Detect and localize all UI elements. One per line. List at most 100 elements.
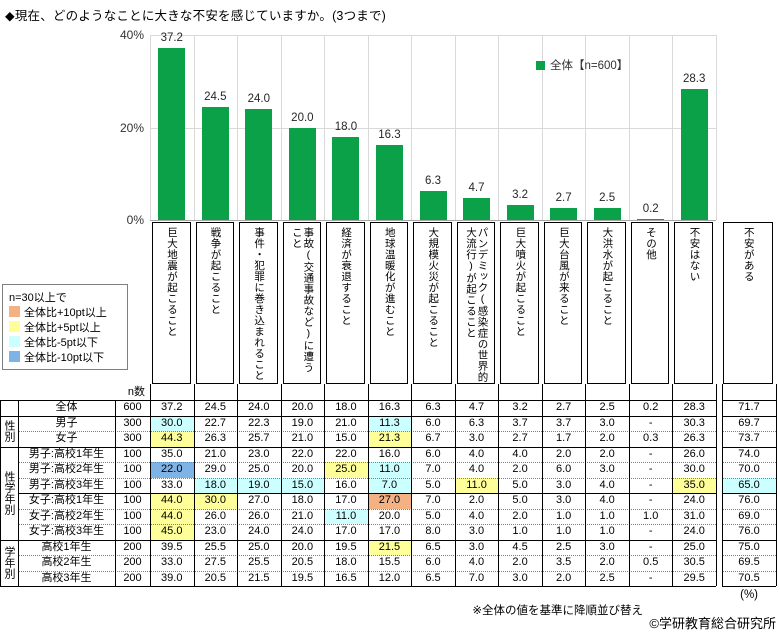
data-cell: 35.0 bbox=[672, 477, 716, 493]
table-vline bbox=[585, 384, 587, 586]
data-cell: 22.0 bbox=[291, 447, 314, 460]
data-cell: 21.0 bbox=[204, 447, 226, 460]
row-separator-line bbox=[0, 586, 716, 587]
row-separator-line bbox=[722, 586, 776, 587]
data-cell: 69.0 bbox=[738, 509, 760, 522]
data-cell: 16.0 bbox=[378, 447, 401, 460]
data-cell: 6.0 bbox=[425, 416, 441, 429]
data-cell: 25.0 bbox=[683, 540, 705, 553]
data-cell: 2.5 bbox=[555, 540, 572, 553]
row-label-cell: 男子:高校2年生 bbox=[28, 463, 105, 475]
category-label: 地球温暖化が進むこと bbox=[383, 227, 396, 337]
row-label-cell: 男子 bbox=[55, 416, 78, 429]
data-cell: 11.3 bbox=[367, 415, 412, 431]
table-vline bbox=[237, 384, 239, 586]
gridline bbox=[150, 35, 716, 36]
data-cell: 6.3 bbox=[425, 401, 441, 413]
category-label: 事件・犯罪に巻き込まれること bbox=[253, 227, 266, 381]
data-cell: 7.0 bbox=[425, 494, 441, 506]
data-cell: 6.7 bbox=[425, 432, 441, 444]
data-cell: 6.0 bbox=[425, 447, 441, 460]
data-cell: - bbox=[648, 463, 653, 475]
row-label-cell: 女子:高校2年生 bbox=[28, 509, 105, 522]
data-cell: 0.5 bbox=[643, 556, 659, 568]
data-cell: 69.5 bbox=[738, 556, 760, 568]
data-cell: 26.0 bbox=[204, 509, 226, 522]
bar bbox=[288, 127, 316, 220]
data-cell: 4.0 bbox=[468, 447, 485, 460]
data-cell: 5.0 bbox=[512, 478, 528, 491]
data-cell: 18.0 bbox=[335, 401, 357, 413]
row-separator-line bbox=[18, 477, 716, 479]
table-vline bbox=[628, 384, 630, 586]
category-label-box: パンデミック(感染症の世界的大流行)が起こること bbox=[456, 222, 496, 384]
threshold-label: 全体比-10pt以下 bbox=[24, 351, 105, 364]
bar-value-label: 4.7 bbox=[468, 182, 485, 195]
bar bbox=[375, 144, 403, 220]
data-cell: 8.0 bbox=[425, 525, 441, 537]
data-cell: 76.0 bbox=[738, 494, 760, 506]
data-cell: 24.0 bbox=[248, 525, 270, 537]
bar bbox=[463, 198, 491, 220]
page-title: ◆現在、どのようなことに大きな不安を感じていますか。(3つまで) bbox=[5, 9, 387, 23]
n-cell: 300 bbox=[123, 432, 142, 444]
plot-column-gridline bbox=[150, 35, 151, 220]
data-cell: 25.5 bbox=[204, 540, 226, 553]
data-cell: 3.5 bbox=[555, 556, 572, 568]
category-label: 経済が衰退すること bbox=[340, 227, 353, 326]
table-vline bbox=[280, 384, 282, 586]
data-cell: 3.0 bbox=[468, 432, 485, 444]
data-cell: 5.0 bbox=[425, 509, 441, 522]
data-cell: 19.5 bbox=[335, 540, 357, 553]
category-label-box: 事件・犯罪に巻き込まれること bbox=[239, 222, 278, 384]
category-label-box: 事故(交通事故など)に遭うこと bbox=[282, 222, 322, 384]
bar-value-label: 2.5 bbox=[599, 192, 616, 205]
data-cell: 30.5 bbox=[683, 556, 705, 568]
data-cell: 17.0 bbox=[335, 494, 357, 506]
data-cell: 7.0 bbox=[425, 463, 441, 475]
data-cell: 35.0 bbox=[161, 447, 183, 460]
data-cell: 11.0 bbox=[324, 508, 368, 524]
data-cell: 19.5 bbox=[291, 571, 314, 584]
gridline bbox=[150, 127, 716, 129]
data-cell: 19.0 bbox=[291, 416, 314, 429]
threshold-swatch-icon bbox=[9, 321, 20, 332]
data-cell: 18.0 bbox=[335, 556, 357, 568]
category-label-box: 経済が衰退すること bbox=[326, 222, 365, 384]
row-label-cell: 女子:高校3年生 bbox=[28, 525, 105, 537]
data-cell: 22.3 bbox=[248, 416, 270, 429]
legend-label: 全体【n=600】 bbox=[550, 60, 629, 72]
data-cell: 4.0 bbox=[468, 556, 485, 568]
row-separator-line bbox=[722, 570, 776, 572]
data-cell: 3.0 bbox=[512, 571, 528, 584]
data-cell: 3.7 bbox=[512, 416, 528, 429]
bar bbox=[506, 205, 534, 220]
row-separator-line bbox=[18, 555, 716, 556]
data-cell: 11.0 bbox=[454, 477, 499, 493]
data-cell: 21.0 bbox=[335, 416, 357, 429]
data-cell: 3.0 bbox=[599, 540, 615, 553]
row-label-cell: 男子:高校1年生 bbox=[28, 447, 105, 460]
category-label: 不安がある bbox=[742, 227, 755, 282]
data-cell: 7.0 bbox=[468, 571, 485, 584]
data-cell: 2.0 bbox=[599, 447, 615, 460]
data-cell: 20.5 bbox=[291, 556, 314, 568]
category-label-box: 大規模火災が起こること bbox=[413, 222, 452, 384]
table-vline bbox=[722, 384, 723, 586]
data-cell: - bbox=[648, 447, 653, 460]
data-cell: 25.0 bbox=[248, 463, 270, 475]
plot-column-gridline bbox=[367, 35, 369, 220]
data-cell: 19.0 bbox=[237, 477, 281, 493]
data-cell: 1.0 bbox=[512, 525, 528, 537]
category-label-box: 不安はない bbox=[674, 222, 713, 384]
row-label-cell: 女子:高校1年生 bbox=[28, 494, 105, 506]
row-separator-line bbox=[722, 508, 776, 510]
group-label: 性学年別 bbox=[3, 471, 15, 515]
data-cell: 15.0 bbox=[280, 477, 325, 493]
n-cell: 200 bbox=[123, 571, 142, 584]
data-cell: 5.0 bbox=[512, 494, 528, 506]
data-cell: 29.0 bbox=[204, 463, 226, 475]
row-label-cell: 高校2年生 bbox=[41, 556, 92, 568]
plot-column-gridline bbox=[498, 35, 500, 220]
